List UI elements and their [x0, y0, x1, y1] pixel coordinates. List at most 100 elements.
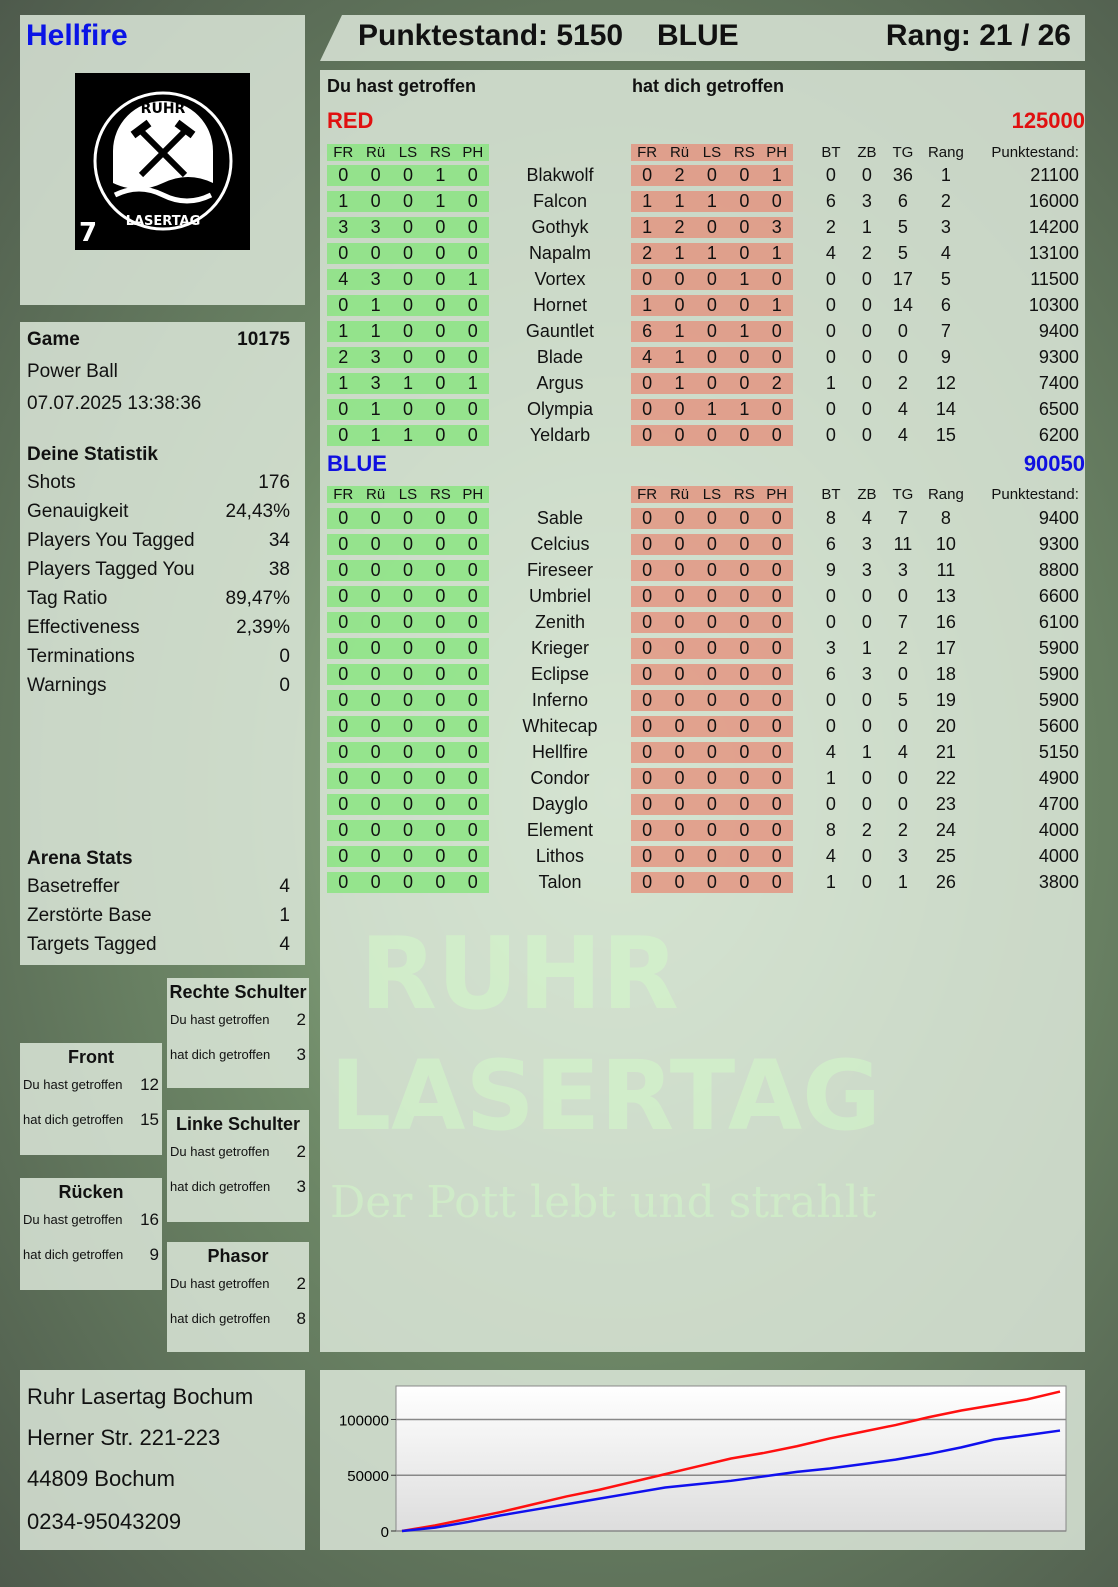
col-header-you: PH: [456, 143, 489, 161]
player-row: 0 1 1 0 0 Yeldarb 0 0 0 0 0 0 0 4 15 6200: [327, 422, 1079, 448]
y-tick-label: 50000: [347, 1468, 389, 1485]
hit-you-cell: 0: [760, 663, 793, 685]
score-cell: 5900: [1038, 637, 1079, 658]
stat-value: 0: [279, 675, 290, 696]
zb-cell: 1: [861, 216, 872, 237]
hit-you-cell: 0: [695, 533, 729, 555]
hit-you-cell: 1: [728, 398, 761, 420]
you-hit-cell: 0: [359, 663, 392, 685]
hit-you-cell: 0: [630, 871, 664, 893]
score-cell: 10300: [1028, 294, 1079, 315]
hitzone-title: Rücken: [58, 1182, 124, 1202]
player-row: 0 0 0 0 0 Inferno 0 0 0 0 0 0 0 5 19 5900: [327, 687, 1079, 713]
team-name: RED: [327, 108, 374, 133]
you-hit-cell: 0: [327, 559, 360, 581]
you-hit-cell: 3: [359, 372, 392, 394]
you-hit-cell: 0: [327, 424, 360, 446]
rang-cell: 12: [935, 372, 956, 393]
hit-you-cell: 1: [695, 242, 729, 264]
bt-cell: 0: [825, 268, 836, 289]
player-name: Lithos: [535, 845, 584, 866]
stat-label: Players Tagged You: [27, 559, 195, 580]
you-hit-cell: 0: [391, 190, 425, 212]
you-hit-cell: 0: [327, 637, 360, 659]
bt-cell: 1: [825, 871, 836, 892]
score-cell: 3800: [1038, 871, 1079, 892]
you-hit-cell: 0: [391, 533, 425, 555]
player-row: 1 0 0 1 0 Falcon 1 1 1 0 0 6 3 6 2 16000: [327, 188, 1079, 214]
you-hit-cell: 0: [391, 346, 425, 368]
you-hit-cell: 0: [456, 533, 489, 555]
hit-you-cell: 1: [663, 190, 696, 212]
y-tick-label: 100000: [339, 1412, 389, 1429]
you-hit-cell: 0: [424, 398, 457, 420]
arena-label: Zerstörte Base: [27, 905, 152, 926]
you-hit-cell: 0: [327, 533, 360, 555]
you-hit-cell: 0: [359, 637, 392, 659]
hit-you-cell: 1: [663, 372, 696, 394]
player-row: 0 0 0 0 0 Napalm 2 1 1 0 1 4 2 5 4 13100: [327, 240, 1079, 266]
hit-you-label: hat dich getroffen: [170, 1311, 271, 1326]
hit-you-cell: 0: [695, 637, 729, 659]
hit-you-cell: 1: [630, 216, 664, 238]
you-hit-cell: 0: [327, 294, 360, 316]
bt-cell: 0: [825, 320, 836, 341]
player-name: Blakwolf: [526, 164, 594, 185]
player-row: 0 1 0 0 0 Olympia 0 0 1 1 0 0 0 4 14 6500: [327, 396, 1079, 422]
hit-you-cell: 0: [760, 190, 793, 212]
score-cell: 9400: [1038, 507, 1079, 528]
zb-cell: 2: [861, 242, 872, 263]
hit-you-cell: 0: [630, 507, 664, 529]
you-hit-cell: 0: [391, 819, 425, 841]
team-name: BLUE: [327, 451, 387, 476]
zb-cell: 3: [861, 190, 872, 211]
score-cell: 6600: [1038, 585, 1079, 606]
hit-you-cell: 0: [663, 819, 696, 841]
tg-cell: 6: [897, 190, 908, 211]
bt-cell: 1: [825, 767, 836, 788]
hit-you-cell: 1: [760, 164, 793, 186]
you-hit-label: Du hast getroffen: [170, 1276, 270, 1291]
you-hit-cell: 0: [359, 871, 392, 893]
you-hit-cell: 0: [391, 637, 425, 659]
zb-cell: 0: [861, 611, 872, 632]
score-cell: 8800: [1038, 559, 1079, 580]
you-hit-value: 12: [140, 1075, 159, 1094]
you-hit-cell: 0: [424, 320, 457, 342]
hit-you-cell: 0: [728, 689, 761, 711]
you-hit-value: 2: [296, 1142, 306, 1161]
stat-value: 176: [258, 472, 290, 493]
you-hit-cell: 0: [424, 294, 457, 316]
hit-you-cell: 0: [695, 372, 729, 394]
tg-cell: 17: [892, 268, 913, 289]
player-name: Gothyk: [531, 216, 589, 237]
bt-cell: 0: [825, 424, 836, 445]
player-row: 0 0 0 0 0 Talon 0 0 0 0 0 1 0 1 26 3800: [327, 869, 1079, 895]
col-header-extra: TG: [892, 143, 914, 161]
col-header-you: FR: [327, 485, 360, 503]
you-hit-cell: 1: [391, 424, 425, 446]
hit-you-cell: 0: [630, 559, 664, 581]
you-hit-cell: 0: [359, 533, 392, 555]
header-rank: Rang: 21 / 26: [885, 19, 1071, 52]
rang-cell: 13: [935, 585, 956, 606]
hit-you-cell: 0: [663, 767, 696, 789]
player-row: 0 0 0 0 0 Umbriel 0 0 0 0 0 0 0 0 13 6600: [327, 583, 1079, 609]
tg-cell: 2: [897, 819, 908, 840]
player-row: 3 3 0 0 0 Gothyk 1 2 0 0 3 2 1 5 3 14200: [327, 214, 1079, 240]
hit-you-cell: 0: [630, 164, 664, 186]
you-hit-cell: 0: [391, 242, 425, 264]
score-cell: 5900: [1038, 689, 1079, 710]
you-hit-value: 2: [296, 1274, 306, 1293]
you-hit-cell: 0: [327, 611, 360, 633]
you-hit-cell: 0: [391, 585, 425, 607]
hit-you-cell: 0: [728, 346, 761, 368]
header-score: Punktestand: 5150: [358, 19, 624, 52]
rang-cell: 4: [940, 242, 951, 263]
hit-you-cell: 0: [663, 715, 696, 737]
game-datetime: 07.07.2025 13:38:36: [27, 393, 202, 414]
you-hit-cell: 0: [424, 637, 457, 659]
hit-you-cell: 1: [728, 320, 761, 342]
you-hit-cell: 0: [456, 793, 489, 815]
hit-you-cell: 0: [728, 372, 761, 394]
